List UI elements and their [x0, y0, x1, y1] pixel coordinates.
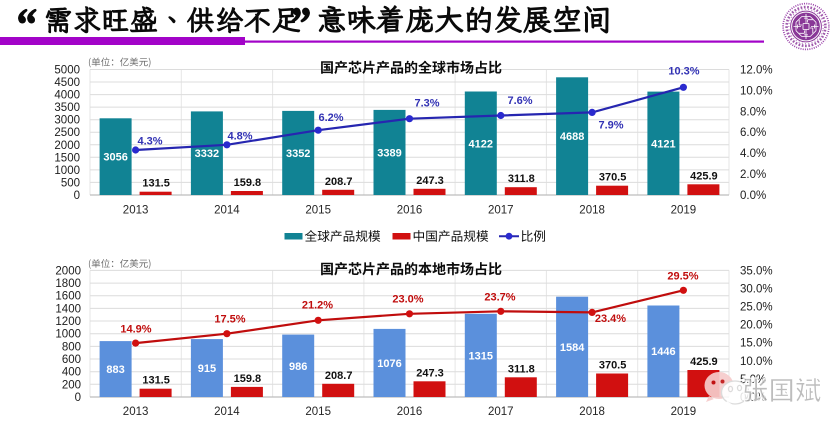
- svg-text:1500: 1500: [54, 152, 80, 164]
- svg-text:5000: 5000: [54, 65, 80, 77]
- svg-text:2000: 2000: [55, 265, 81, 277]
- svg-text:3332: 3332: [195, 148, 219, 160]
- svg-text:1446: 1446: [651, 346, 675, 358]
- svg-text:6.2%: 6.2%: [318, 112, 343, 124]
- svg-text:29.5%: 29.5%: [667, 271, 698, 283]
- svg-text:800: 800: [62, 341, 81, 353]
- svg-text:425.9: 425.9: [690, 170, 718, 182]
- svg-text:4500: 4500: [54, 77, 80, 89]
- svg-text:131.5: 131.5: [142, 178, 170, 190]
- svg-text:2014: 2014: [214, 406, 240, 418]
- svg-text:3389: 3389: [377, 148, 401, 160]
- svg-text:500: 500: [61, 177, 80, 189]
- svg-text:1584: 1584: [560, 342, 585, 354]
- svg-text:4121: 4121: [651, 138, 675, 150]
- svg-text:1000: 1000: [54, 165, 80, 177]
- svg-text:4.0%: 4.0%: [740, 148, 766, 160]
- svg-text:2015: 2015: [305, 406, 331, 418]
- svg-text:2013: 2013: [123, 205, 149, 217]
- svg-text:3352: 3352: [286, 148, 310, 160]
- svg-text:2017: 2017: [488, 205, 514, 217]
- svg-text:4.8%: 4.8%: [227, 131, 252, 143]
- svg-text:4000: 4000: [54, 90, 80, 102]
- svg-text:25.0%: 25.0%: [740, 302, 773, 314]
- svg-text:200: 200: [62, 379, 81, 391]
- svg-text:2019: 2019: [671, 205, 697, 217]
- svg-text:1600: 1600: [55, 291, 81, 303]
- svg-text:2016: 2016: [397, 205, 423, 217]
- svg-text:3056: 3056: [103, 152, 127, 164]
- svg-text:1000: 1000: [55, 329, 81, 341]
- svg-text:208.7: 208.7: [325, 176, 353, 188]
- svg-text:15.0%: 15.0%: [740, 338, 773, 350]
- svg-text:600: 600: [62, 354, 81, 366]
- svg-text:6.0%: 6.0%: [740, 127, 766, 139]
- svg-text:370.5: 370.5: [599, 360, 627, 372]
- svg-text:2016: 2016: [397, 406, 423, 418]
- svg-text:30.0%: 30.0%: [740, 284, 773, 296]
- svg-text:23.0%: 23.0%: [392, 294, 423, 306]
- svg-text:8.0%: 8.0%: [740, 106, 766, 118]
- svg-text:400: 400: [62, 367, 81, 379]
- svg-text:10.0%: 10.0%: [740, 85, 773, 97]
- svg-text:4688: 4688: [560, 131, 584, 143]
- svg-text:2017: 2017: [488, 406, 514, 418]
- svg-text:1200: 1200: [55, 316, 81, 328]
- svg-text:311.8: 311.8: [508, 173, 535, 185]
- svg-text:208.7: 208.7: [325, 370, 353, 382]
- svg-text:159.8: 159.8: [234, 373, 262, 385]
- svg-text:2018: 2018: [579, 406, 605, 418]
- svg-text:0: 0: [74, 190, 80, 202]
- svg-text:17.5%: 17.5%: [214, 314, 245, 326]
- svg-text:131.5: 131.5: [142, 375, 170, 387]
- svg-text:0.0%: 0.0%: [740, 190, 766, 202]
- svg-text:2018: 2018: [579, 205, 605, 217]
- svg-text:7.9%: 7.9%: [598, 120, 623, 132]
- svg-text:12.0%: 12.0%: [740, 65, 773, 77]
- svg-text:2500: 2500: [54, 127, 80, 139]
- svg-text:7.6%: 7.6%: [507, 95, 532, 107]
- svg-text:3000: 3000: [54, 115, 80, 127]
- svg-text:20.0%: 20.0%: [740, 320, 773, 332]
- svg-text:10.3%: 10.3%: [668, 66, 699, 78]
- svg-text:915: 915: [198, 363, 216, 375]
- svg-text:2013: 2013: [123, 406, 149, 418]
- svg-text:883: 883: [106, 364, 124, 376]
- svg-text:3500: 3500: [54, 102, 80, 114]
- svg-text:2015: 2015: [305, 205, 331, 217]
- svg-text:311.8: 311.8: [508, 363, 535, 375]
- svg-text:2019: 2019: [671, 406, 697, 418]
- svg-text:1076: 1076: [377, 358, 401, 370]
- svg-text:23.4%: 23.4%: [595, 313, 626, 325]
- svg-text:1400: 1400: [55, 303, 81, 315]
- svg-text:370.5: 370.5: [599, 172, 627, 184]
- svg-text:14.9%: 14.9%: [120, 324, 151, 336]
- svg-text:23.7%: 23.7%: [484, 292, 515, 304]
- svg-text:1800: 1800: [55, 278, 81, 290]
- svg-text:159.8: 159.8: [234, 177, 262, 189]
- svg-text:4122: 4122: [469, 138, 493, 150]
- svg-text:35.0%: 35.0%: [740, 265, 773, 277]
- svg-text:2014: 2014: [214, 205, 240, 217]
- svg-text:247.3: 247.3: [416, 175, 444, 187]
- svg-text:1315: 1315: [469, 350, 493, 362]
- svg-text:4.3%: 4.3%: [137, 136, 162, 148]
- svg-text:2.0%: 2.0%: [740, 169, 766, 181]
- svg-text:986: 986: [289, 361, 307, 373]
- svg-text:21.2%: 21.2%: [302, 300, 333, 312]
- svg-text:7.3%: 7.3%: [414, 98, 439, 110]
- svg-text:2000: 2000: [54, 140, 80, 152]
- svg-text:247.3: 247.3: [416, 367, 444, 379]
- svg-text:0: 0: [75, 392, 81, 404]
- svg-text:10.0%: 10.0%: [740, 356, 773, 368]
- svg-text:425.9: 425.9: [690, 356, 718, 368]
